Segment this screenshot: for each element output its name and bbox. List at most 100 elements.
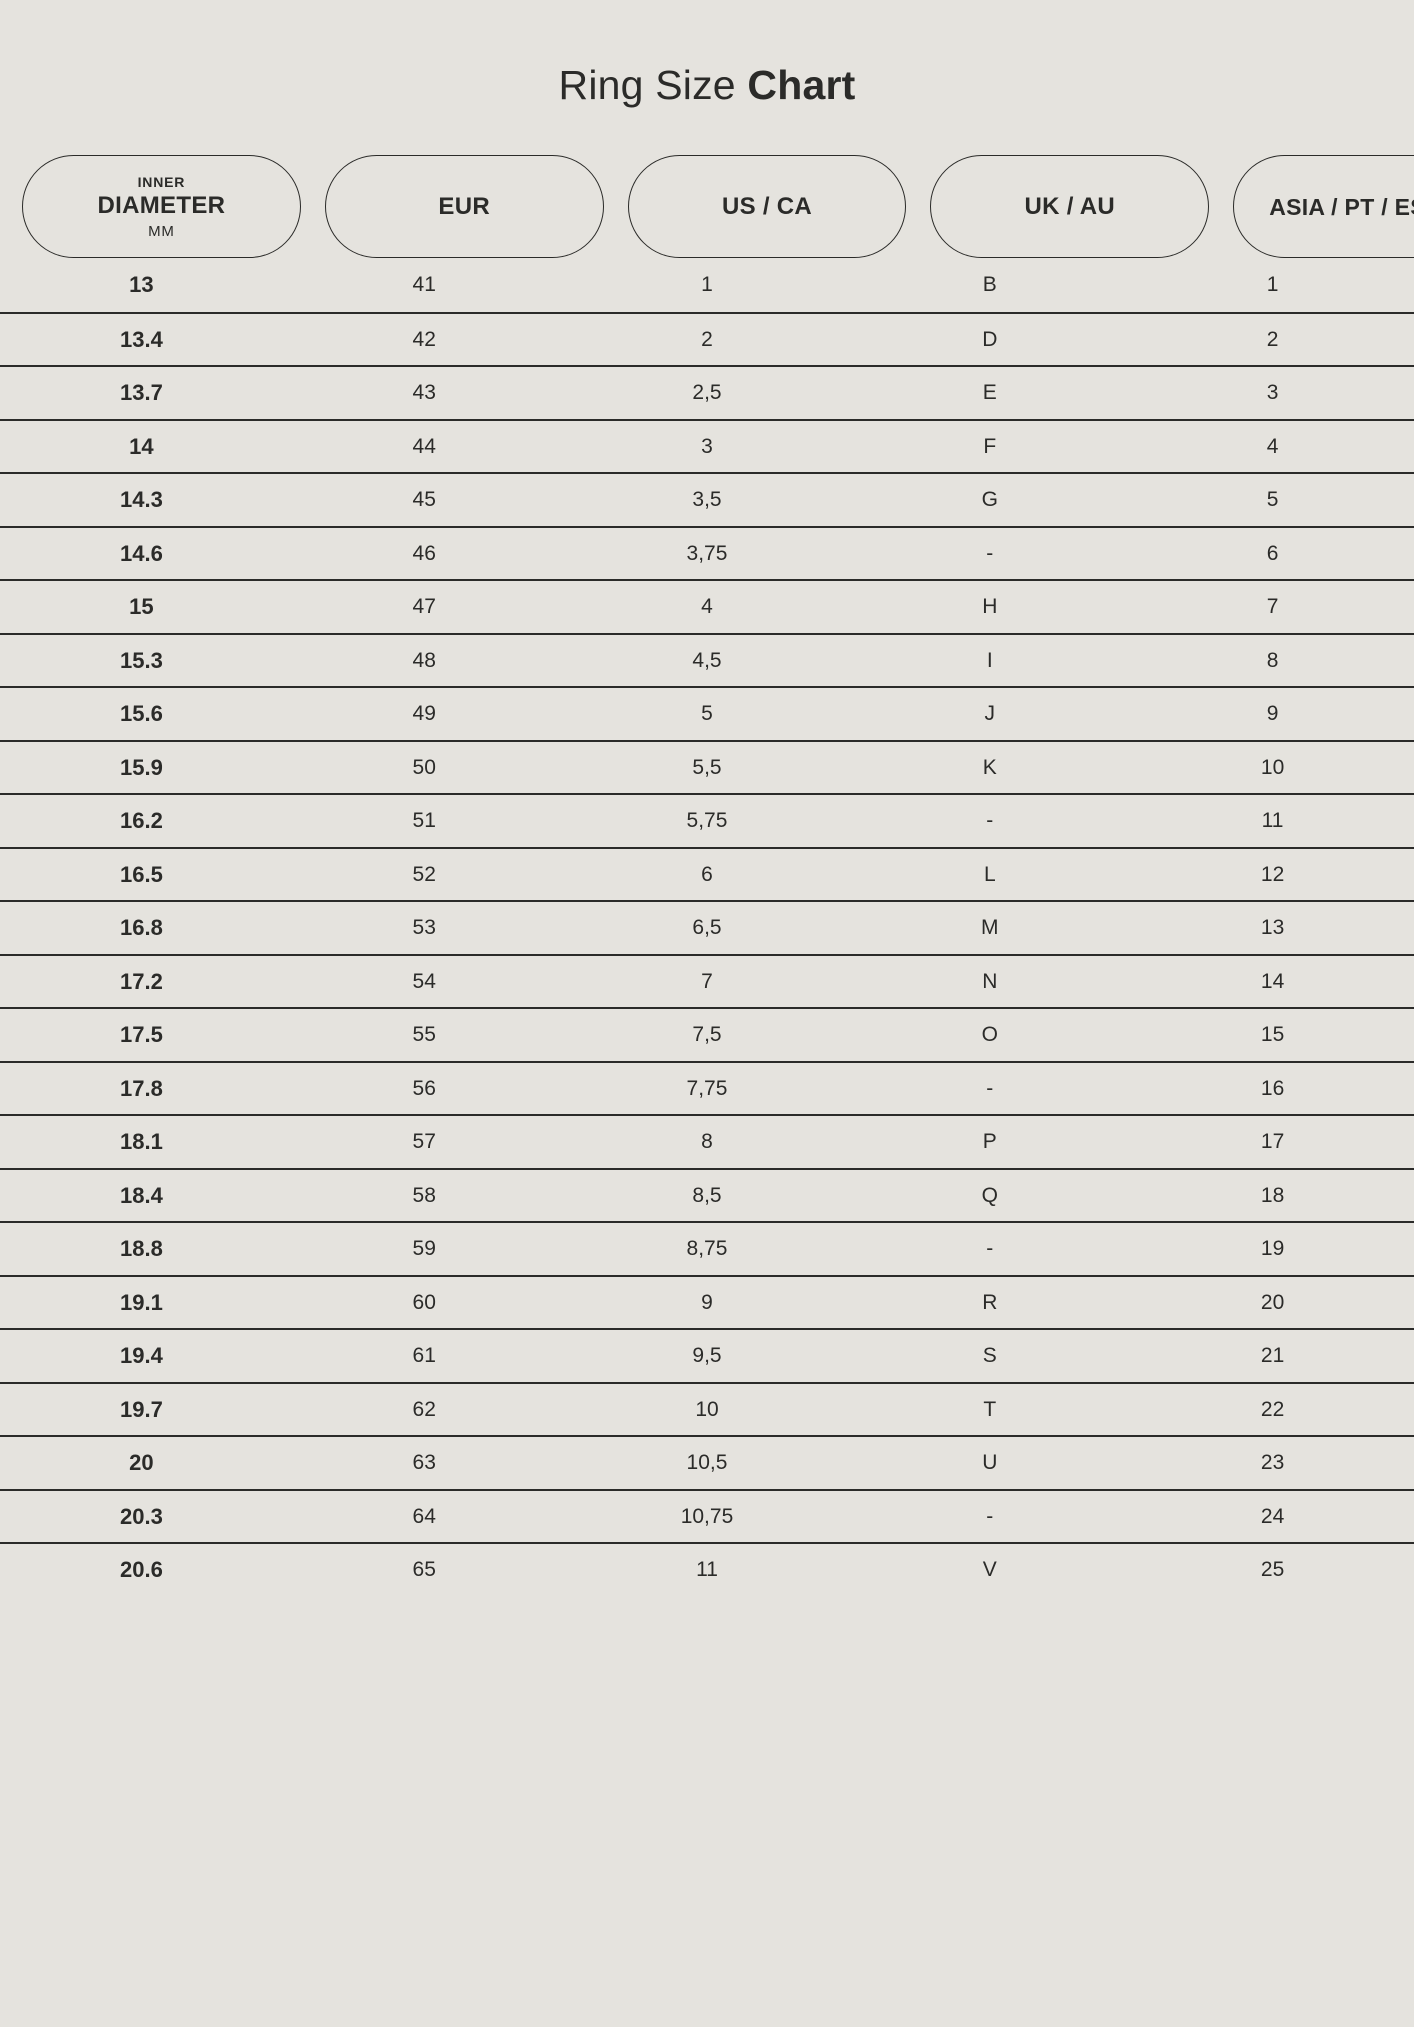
- cell-size-value: 3,5: [692, 488, 722, 512]
- cell-size-value: 11: [696, 1558, 718, 1582]
- cell-size-value: R: [982, 1290, 998, 1314]
- cell-size-value: 12: [1260, 862, 1285, 886]
- cell-size-value: 7,75: [686, 1076, 728, 1100]
- cell-size-value: -: [986, 809, 994, 833]
- cell-size-value: 2,5: [692, 381, 722, 405]
- cell-size-value: 5: [1266, 488, 1279, 512]
- cell-size-value: 22: [1260, 1397, 1285, 1421]
- table-row: 15.3 48 4,5 I 8: [0, 632, 1414, 687]
- cell-size-value: J: [984, 702, 996, 726]
- size-table: 13 41 1 B 1 13.4 42 2 D 2 13.7 43 2,5 E 3 14 44 3 F 4 14.3 45…: [0, 258, 1414, 1596]
- cell-size-value: 7,5: [692, 1023, 722, 1047]
- table-row: 18.1 57 8 P 17: [0, 1114, 1414, 1168]
- cell-inner-diameter: 19.7: [119, 1396, 163, 1422]
- cell-size-value: 61: [412, 1344, 436, 1368]
- cell-size-value: I: [986, 648, 993, 672]
- cell-inner-diameter: 13.7: [119, 380, 163, 406]
- cell-size-value: 19: [1260, 1237, 1285, 1261]
- cell-inner-diameter: 19.4: [119, 1343, 163, 1369]
- cell-size-value: 24: [1260, 1504, 1285, 1528]
- cell-size-value: 21: [1260, 1344, 1285, 1368]
- cell-size-value: 4: [1266, 434, 1279, 458]
- cell-inner-diameter: 17.8: [119, 1075, 163, 1101]
- cell-size-value: 25: [1260, 1558, 1285, 1582]
- cell-size-value: O: [981, 1023, 998, 1047]
- table-row: 13.7 43 2,5 E 3: [0, 365, 1414, 419]
- cell-size-value: 6: [1266, 541, 1279, 565]
- cell-size-value: 4,5: [692, 648, 722, 672]
- table-row: 17.5 55 7,5 O 15: [0, 1007, 1414, 1061]
- cell-inner-diameter: 18.1: [119, 1129, 163, 1155]
- cell-inner-diameter: 15.3: [119, 647, 163, 673]
- cell-size-value: 1: [1266, 273, 1279, 297]
- cell-size-value: 42: [412, 327, 436, 351]
- cell-size-value: 9,5: [692, 1344, 722, 1368]
- cell-size-value: 62: [412, 1397, 436, 1421]
- cell-size-value: 6,5: [692, 916, 722, 940]
- cell-size-value: 6: [701, 862, 713, 886]
- column-header-label: EUR: [438, 193, 490, 221]
- cell-inner-diameter: 17.2: [119, 968, 163, 994]
- cell-size-value: 4: [701, 595, 713, 619]
- cell-size-value: 64: [412, 1504, 436, 1528]
- column-header-pill: UK / AU: [930, 155, 1210, 259]
- cell-size-value: 54: [412, 969, 436, 993]
- cell-size-value: M: [981, 916, 999, 940]
- table-row: 17.8 56 7,75 - 16: [0, 1060, 1414, 1115]
- table-row: 13.4 42 2 D 2: [0, 311, 1414, 366]
- cell-size-value: 15: [1260, 1023, 1285, 1047]
- cell-size-value: 41: [412, 273, 436, 297]
- cell-size-value: 65: [412, 1558, 436, 1582]
- table-row: 13 41 1 B 1: [0, 258, 1414, 312]
- cell-size-value: 8,75: [686, 1237, 728, 1261]
- cell-size-value: 5,5: [692, 755, 722, 779]
- cell-size-value: 43: [412, 381, 436, 405]
- cell-size-value: 51: [412, 809, 436, 833]
- cell-size-value: 59: [412, 1237, 436, 1261]
- cell-size-value: 2: [701, 327, 713, 351]
- table-row: 15.9 50 5,5 K 10: [0, 739, 1414, 794]
- cell-size-value: 7: [1266, 595, 1279, 619]
- cell-inner-diameter: 13: [129, 272, 154, 298]
- table-row: 19.1 60 9 R 20: [0, 1274, 1414, 1329]
- column-header-label: US / CA: [721, 193, 813, 221]
- cell-inner-diameter: 15.9: [119, 754, 163, 780]
- table-row: 15 47 4 H 7: [0, 579, 1414, 633]
- cell-size-value: 8: [701, 1130, 713, 1154]
- cell-size-value: 8: [1266, 648, 1279, 672]
- cell-size-value: H: [982, 595, 998, 619]
- column-header-label: ASIA / PT / ESP/ IT: [1269, 193, 1414, 220]
- table-row: 20.6 65 11 V 25: [0, 1542, 1414, 1596]
- cell-size-value: Q: [981, 1183, 998, 1207]
- cell-size-value: V: [982, 1558, 997, 1582]
- cell-inner-diameter: 18.4: [119, 1182, 163, 1208]
- cell-inner-diameter: 17.5: [119, 1022, 163, 1048]
- cell-size-value: 2: [1266, 327, 1279, 351]
- cell-size-value: 10: [695, 1397, 719, 1421]
- cell-size-value: 58: [412, 1183, 436, 1207]
- cell-inner-diameter: 16.2: [119, 808, 163, 834]
- cell-size-value: 56: [412, 1076, 436, 1100]
- table-row: 16.8 53 6,5 M 13: [0, 900, 1414, 954]
- table-row: 14.3 45 3,5 G 5: [0, 472, 1414, 526]
- cell-inner-diameter: 14.3: [119, 487, 163, 513]
- cell-size-value: 10: [1260, 755, 1285, 779]
- table-row: 20.3 64 10,75 - 24: [0, 1488, 1414, 1543]
- table-row: 14.6 46 3,75 - 6: [0, 525, 1414, 580]
- cell-size-value: N: [982, 969, 998, 993]
- table-header-row: INNER DIAMETER MM EUR US / CA UK / AU ASIA / P…: [0, 155, 1414, 259]
- cell-inner-diameter: 16.8: [119, 915, 163, 941]
- cell-size-value: T: [983, 1397, 997, 1421]
- cell-inner-diameter: 20: [129, 1450, 154, 1476]
- cell-inner-diameter: 13.4: [119, 326, 163, 352]
- page-title: Ring Size Chart: [0, 27, 1414, 106]
- cell-inner-diameter: 14.6: [119, 540, 163, 566]
- cell-size-value: 14: [1260, 969, 1285, 993]
- cell-inner-diameter: 16.5: [119, 861, 163, 887]
- cell-size-value: 50: [412, 755, 436, 779]
- cell-size-value: E: [982, 381, 997, 405]
- table-row: 20 63 10,5 U 23: [0, 1435, 1414, 1489]
- cell-size-value: 47: [412, 595, 436, 619]
- cell-inner-diameter: 20.6: [119, 1557, 163, 1583]
- cell-size-value: -: [986, 1237, 994, 1261]
